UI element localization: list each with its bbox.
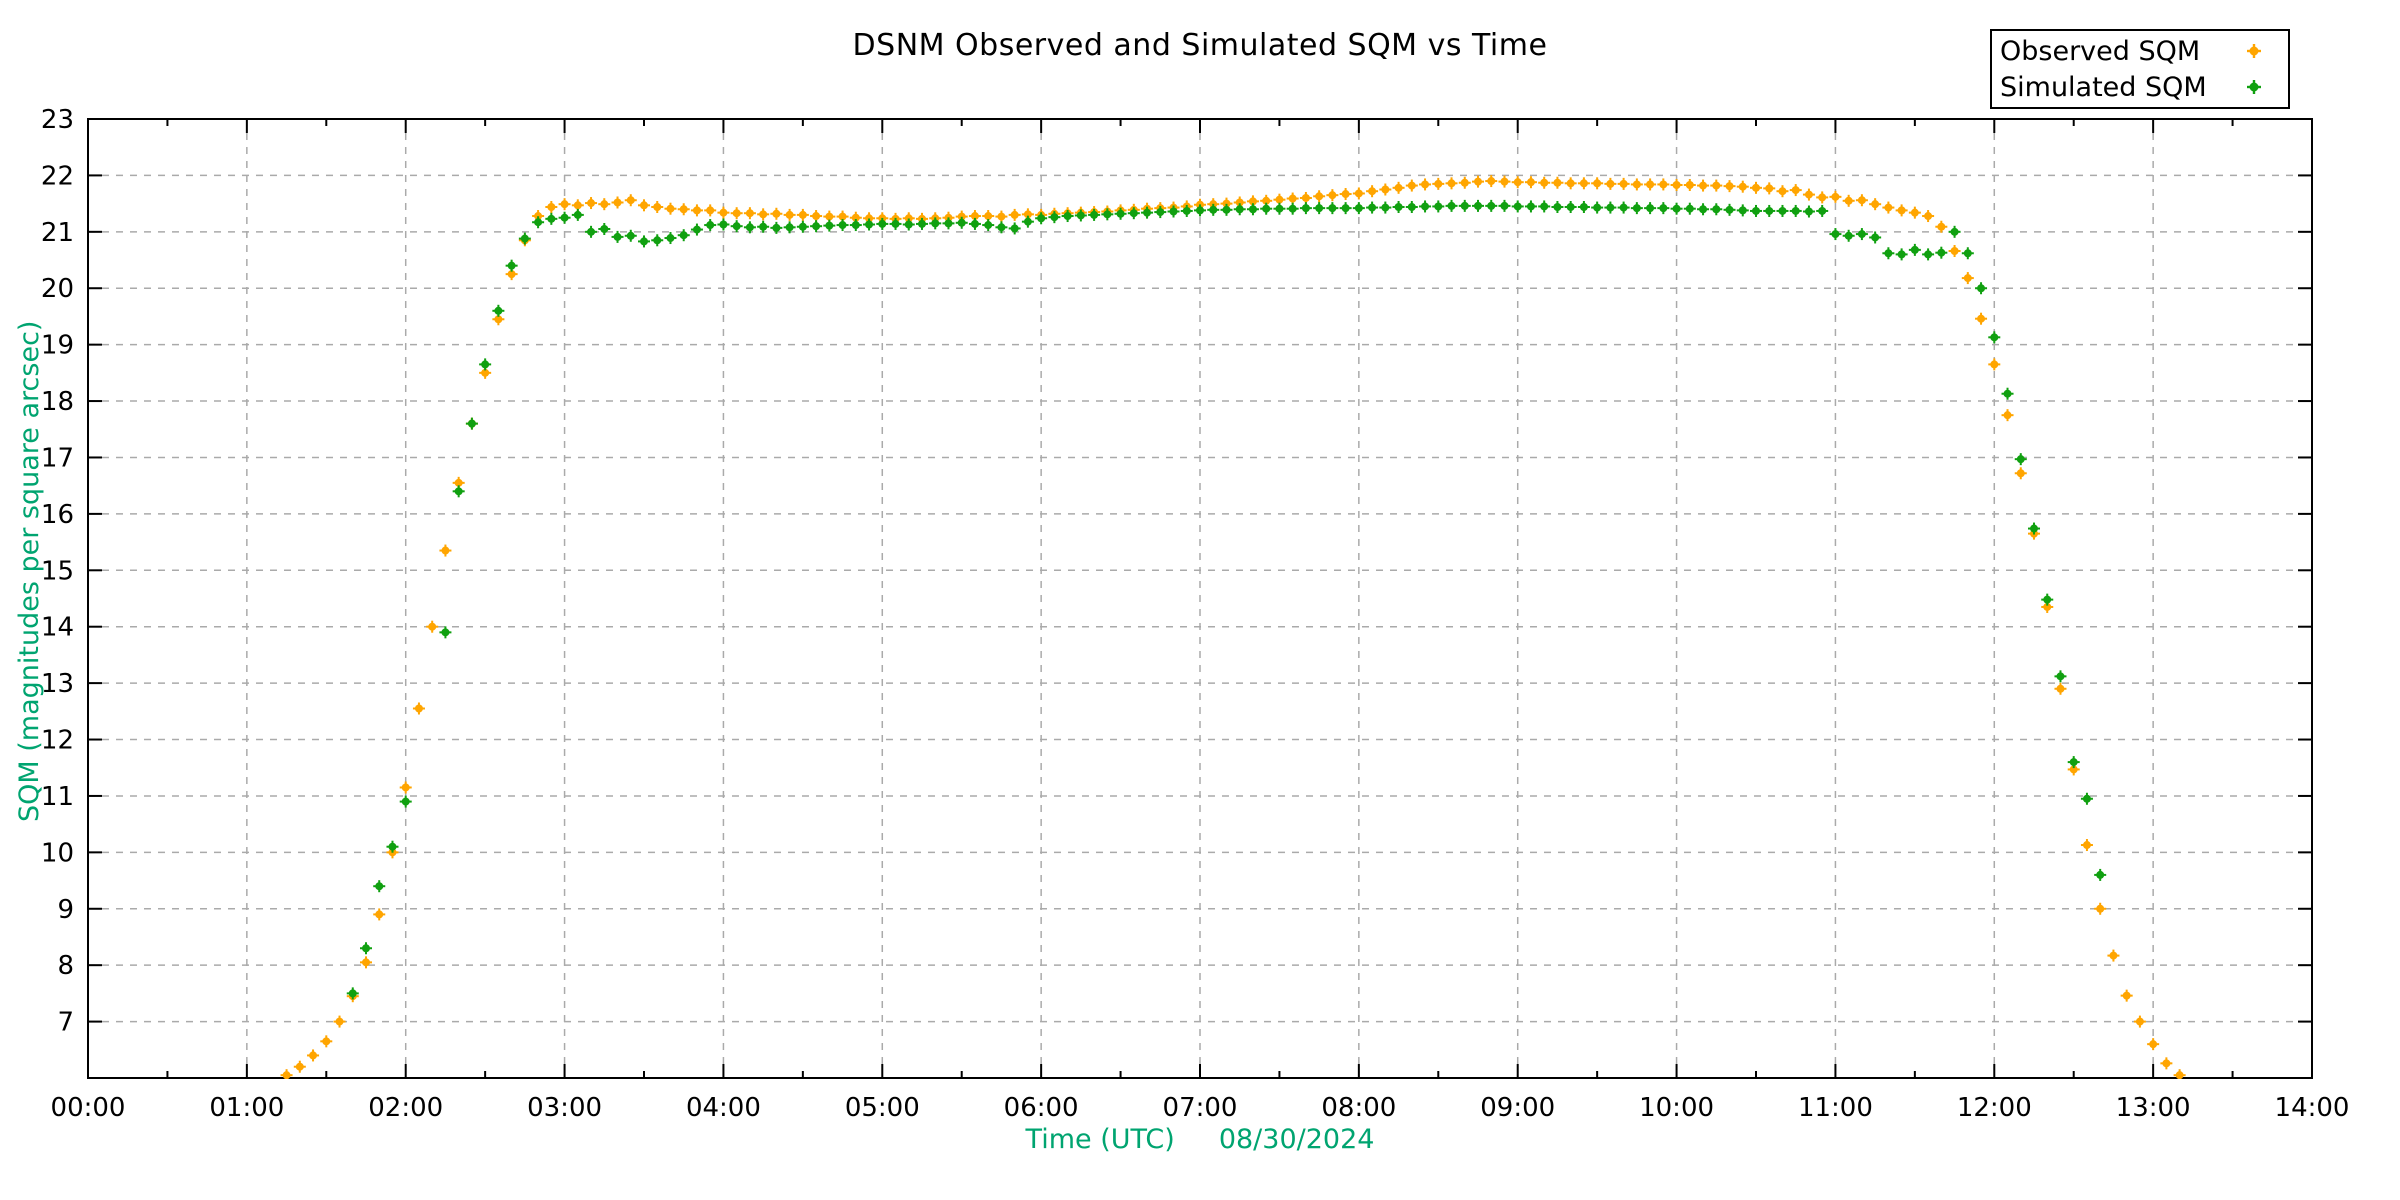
- svg-text:14: 14: [41, 613, 74, 643]
- svg-text:14:00: 14:00: [2275, 1093, 2350, 1123]
- gridlines: [88, 119, 2312, 1078]
- svg-text:17: 17: [41, 443, 74, 473]
- svg-text:09:00: 09:00: [1480, 1093, 1555, 1123]
- svg-text:11:00: 11:00: [1798, 1093, 1873, 1123]
- x-tick-labels: 00:00 01:00 02:00 03:00 04:00 05:00 06:00 07:00…: [51, 1093, 2350, 1123]
- svg-text:9: 9: [57, 895, 74, 925]
- svg-text:04:00: 04:00: [686, 1093, 761, 1123]
- svg-text:03:00: 03:00: [527, 1093, 602, 1123]
- svg-text:7: 7: [57, 1008, 74, 1038]
- svg-text:13: 13: [41, 669, 74, 699]
- svg-text:13:00: 13:00: [2116, 1093, 2191, 1123]
- svg-text:8: 8: [57, 951, 74, 981]
- svg-text:16: 16: [41, 500, 74, 530]
- x-axis-date: 08/30/2024: [1218, 1124, 1375, 1155]
- svg-text:12:00: 12:00: [1957, 1093, 2032, 1123]
- svg-text:20: 20: [41, 274, 74, 304]
- observed-marker-icon: [2247, 44, 2261, 58]
- svg-text:02:00: 02:00: [368, 1093, 443, 1123]
- simulated-series: [346, 199, 2107, 1000]
- legend-label-simulated: Simulated SQM: [2000, 71, 2207, 103]
- svg-text:22: 22: [41, 161, 74, 191]
- svg-text:23: 23: [41, 105, 74, 135]
- legend-item-observed: Observed SQM: [2000, 33, 2282, 69]
- svg-text:08:00: 08:00: [1321, 1093, 1396, 1123]
- legend: Observed SQM Simulated SQM: [1990, 29, 2290, 109]
- svg-text:12: 12: [41, 726, 74, 756]
- svg-text:05:00: 05:00: [845, 1093, 920, 1123]
- svg-text:21: 21: [41, 218, 74, 248]
- svg-text:10:00: 10:00: [1639, 1093, 1714, 1123]
- svg-text:10: 10: [41, 838, 74, 868]
- y-axis-label: SQM (magnitudes per square arcsec): [14, 320, 45, 822]
- observed-series: [280, 175, 2186, 1079]
- axis-ticks: [87, 118, 2313, 1078]
- chart-title: DSNM Observed and Simulated SQM vs Time: [852, 28, 1548, 63]
- legend-label-observed: Observed SQM: [2000, 35, 2201, 67]
- y-tick-labels: 7 8 9 10 11 12 13 14 15 16 17 18 19 20 21 22 23: [41, 105, 74, 1038]
- x-axis-label-row: Time (UTC) 08/30/2024: [0, 1124, 2400, 1155]
- svg-text:18: 18: [41, 387, 74, 417]
- svg-text:11: 11: [41, 782, 74, 812]
- simulated-marker-icon: [2247, 80, 2261, 94]
- svg-text:19: 19: [41, 331, 74, 361]
- svg-text:06:00: 06:00: [1004, 1093, 1079, 1123]
- svg-text:00:00: 00:00: [51, 1093, 126, 1123]
- svg-text:01:00: 01:00: [209, 1093, 284, 1123]
- legend-item-simulated: Simulated SQM: [2000, 69, 2282, 105]
- x-axis-label: Time (UTC): [1025, 1124, 1175, 1155]
- svg-text:15: 15: [41, 556, 74, 586]
- svg-text:07:00: 07:00: [1163, 1093, 1238, 1123]
